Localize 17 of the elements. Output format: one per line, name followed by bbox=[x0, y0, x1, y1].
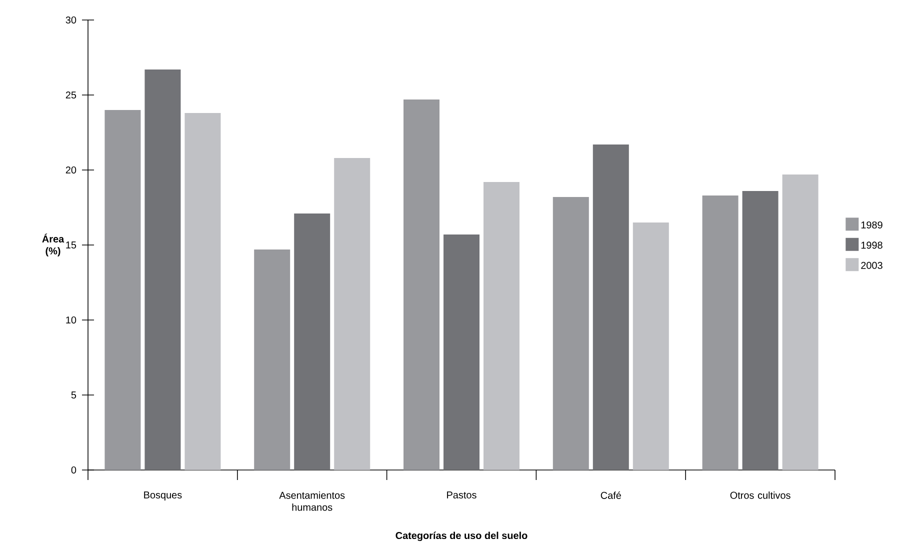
y-tick-label: 0 bbox=[71, 466, 76, 474]
y-axis-title: Área (%) bbox=[42, 234, 64, 256]
x-tick-label: Café bbox=[600, 492, 621, 499]
y-tick-label: 15 bbox=[66, 242, 76, 248]
x-axis-title: Categorías de uso del suelo bbox=[396, 532, 528, 542]
legend-label: 1998 bbox=[861, 242, 882, 249]
legend-label: 2003 bbox=[861, 262, 882, 269]
x-tick-label: Bosques bbox=[144, 492, 182, 500]
y-tick-label: 25 bbox=[66, 91, 76, 99]
y-tick-label: 20 bbox=[66, 166, 76, 174]
y-tick-label: 10 bbox=[66, 316, 76, 324]
x-tick-label: Otros cultivos bbox=[730, 492, 790, 499]
x-tick-label: Asentamientos humanos bbox=[279, 492, 345, 511]
x-tick-label: Pastos bbox=[447, 492, 476, 498]
y-tick-label: 5 bbox=[71, 392, 76, 398]
y-tick-label: 30 bbox=[66, 16, 76, 24]
legend-label: 1989 bbox=[861, 221, 882, 228]
